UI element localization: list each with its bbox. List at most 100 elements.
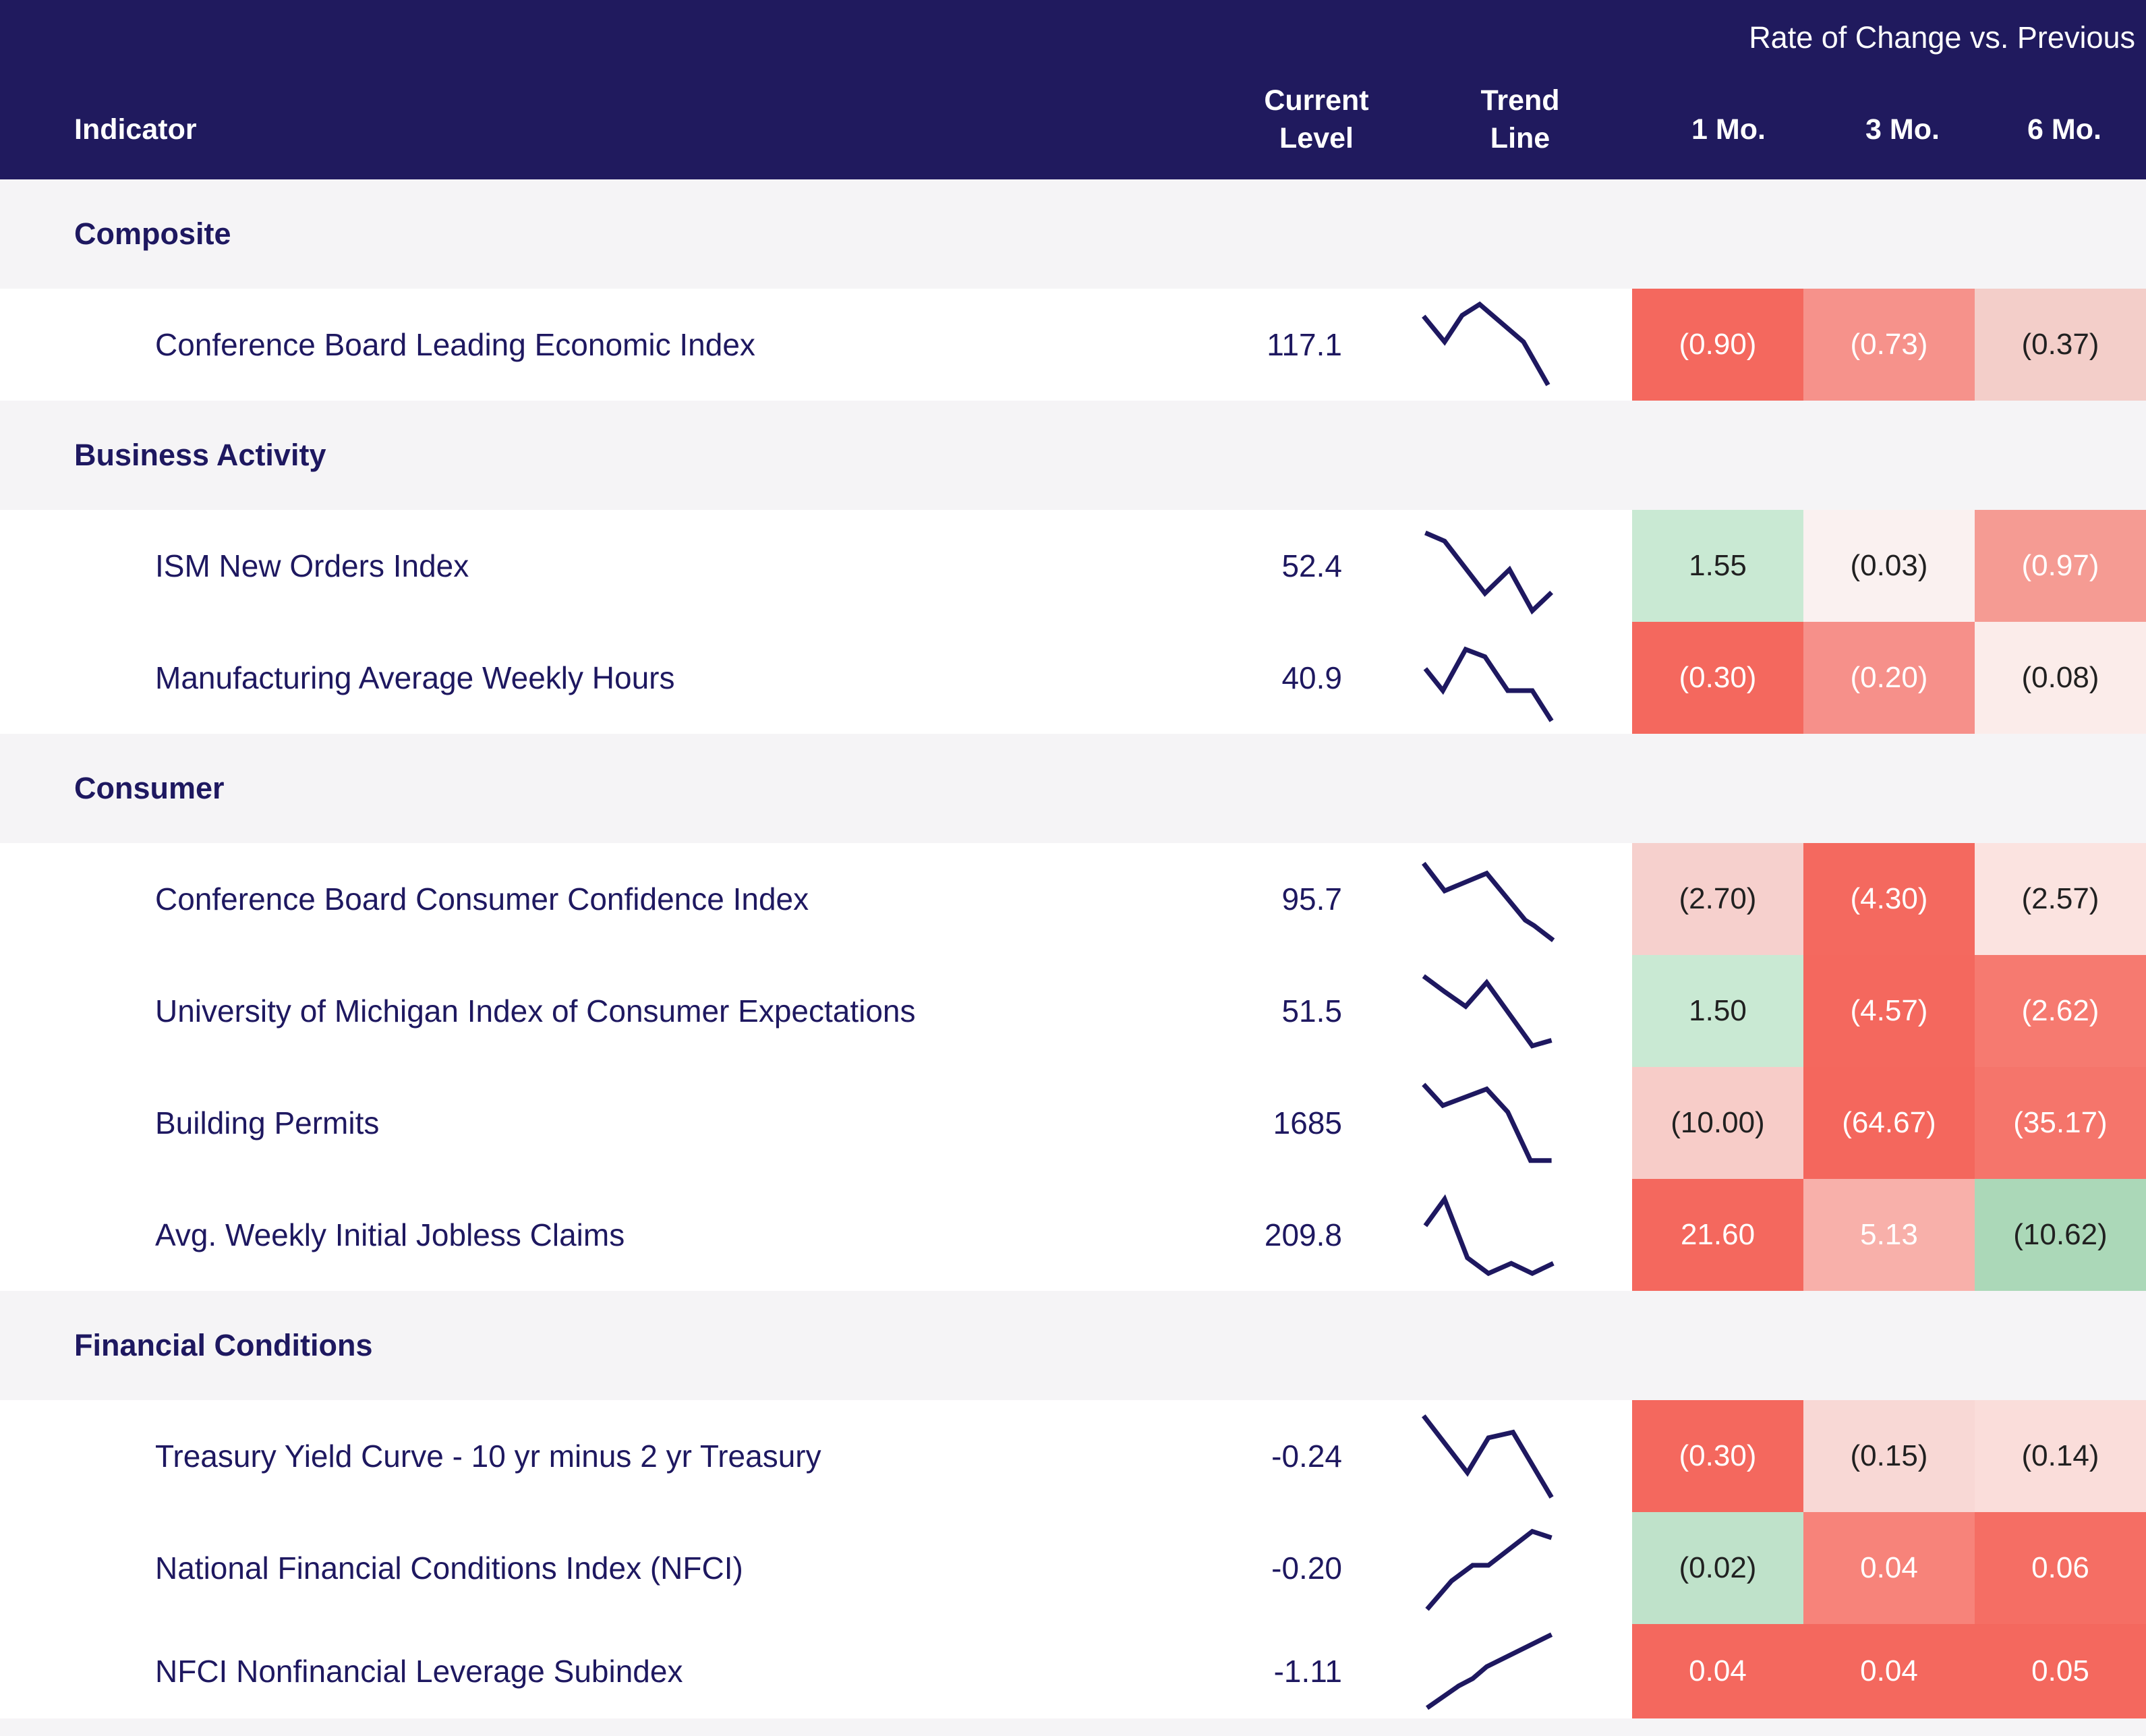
indicator-label: Conference Board Consumer Confidence Ind… [155,881,809,917]
trend-sparkline [1423,646,1554,722]
trend-line-cell [1342,289,1632,401]
indicator-label: Conference Board Leading Economic Index [155,327,755,362]
change-cell-3mo: (0.20) [1803,622,1975,734]
trend-line-cell [1342,1067,1632,1179]
trend-sparkline-path [1423,646,1554,722]
trend-line-cell [1342,955,1632,1067]
section-label: Financial Conditions [74,1328,373,1362]
indicator-label: ISM New Orders Index [155,548,469,583]
indicator-row: University of Michigan Index of Consumer… [0,955,2146,1067]
indicator-row: National Financial Conditions Index (NFC… [0,1512,2146,1624]
trend-sparkline [1422,1414,1554,1499]
section-label: Consumer [74,771,225,805]
column-header-1mo: 1 Mo. [1691,113,1766,146]
trend-sparkline [1422,974,1553,1049]
current-level-value: 95.7 [1281,881,1342,917]
change-cell-6mo: (2.62) [1975,955,2146,1067]
current-level-value: 1685 [1273,1105,1342,1140]
current-level-value: 52.4 [1281,548,1342,583]
change-cell-1mo: (10.00) [1632,1067,1803,1179]
change-cell-6mo: (35.17) [1975,1067,2146,1179]
change-cell-3mo: (4.57) [1803,955,1975,1067]
change-cell-6mo: (0.14) [1975,1400,2146,1512]
trend-sparkline [1422,301,1550,386]
change-cell-3mo: (0.15) [1803,1400,1975,1512]
trend-sparkline-path [1422,1082,1552,1163]
current-level-value: 209.8 [1264,1217,1342,1252]
trend-line-cell [1342,1179,1632,1291]
indicator-label: Avg. Weekly Initial Jobless Claims [155,1217,625,1252]
indicator-label: University of Michigan Index of Consumer… [155,993,916,1029]
change-cell-1mo: (2.70) [1632,843,1803,955]
indicator-row: Conference Board Consumer Confidence Ind… [0,843,2146,955]
indicator-label: Building Permits [155,1105,380,1140]
change-cell-1mo: 0.04 [1632,1624,1803,1718]
table-body: Composite Conference Board Leading Econom… [0,179,2146,1718]
change-cell-6mo: (0.37) [1975,289,2146,401]
bottom-strip [0,1718,2146,1736]
trend-line-cell [1342,1512,1632,1624]
trend-line-cell [1342,1400,1632,1512]
change-cell-1mo: (0.30) [1632,1400,1803,1512]
section-row: Composite [0,179,2146,289]
trend-sparkline-path [1425,1632,1553,1710]
indicator-row: Manufacturing Average Weekly Hours 40.9 (0… [0,622,2146,734]
current-level-value: 51.5 [1281,993,1342,1029]
current-level-value: 117.1 [1267,327,1342,362]
indicator-label: Manufacturing Average Weekly Hours [155,660,675,695]
table-header: Rate of Change vs. Previous Indicator Cu… [0,0,2146,179]
trend-line-cell [1342,622,1632,734]
trend-sparkline [1422,861,1555,942]
change-cell-3mo: (4.30) [1803,843,1975,955]
change-cell-1mo: 1.55 [1632,510,1803,622]
column-header-current-level: Current Level [1264,84,1369,154]
change-cell-1mo: (0.30) [1632,622,1803,734]
indicator-label: Treasury Yield Curve - 10 yr minus 2 yr … [155,1439,821,1474]
trend-sparkline [1423,1194,1555,1277]
trend-line-cell [1342,843,1632,955]
change-cell-6mo: 0.05 [1975,1624,2146,1718]
section-row: Consumer [0,734,2146,843]
current-level-value: -0.24 [1271,1439,1342,1474]
change-cell-1mo: 1.50 [1632,955,1803,1067]
section-row: Business Activity [0,401,2146,510]
rate-of-change-group-label: Rate of Change vs. Previous [1749,20,2135,55]
current-level-value: -0.20 [1271,1551,1342,1586]
change-cell-1mo: (0.02) [1632,1512,1803,1624]
change-cell-6mo: (10.62) [1975,1179,2146,1291]
trend-sparkline-path [1422,974,1553,1049]
indicator-label: NFCI Nonfinancial Leverage Subindex [155,1654,683,1689]
change-cell-1mo: 21.60 [1632,1179,1803,1291]
change-cell-3mo: 5.13 [1803,1179,1975,1291]
change-cell-6mo: 0.06 [1975,1512,2146,1624]
trend-sparkline-path [1422,861,1555,942]
column-header-3mo: 3 Mo. [1865,113,1940,146]
trend-sparkline-path [1423,1194,1555,1277]
change-cell-3mo: 0.04 [1803,1512,1975,1624]
indicator-label: National Financial Conditions Index (NFC… [155,1551,743,1586]
column-header-indicator: Indicator [74,113,197,146]
trend-sparkline-path [1422,301,1550,386]
current-level-value: 40.9 [1281,660,1342,695]
column-header-trend-line: Trend Line [1480,84,1560,154]
trend-sparkline [1425,1528,1553,1611]
section-label: Business Activity [74,438,326,472]
trend-sparkline-path [1425,1528,1553,1611]
indicator-row: Conference Board Leading Economic Index 1… [0,289,2146,401]
indicator-row: Building Permits 1685 (10.00) (64.67) (35.17… [0,1067,2146,1179]
indicator-row: Treasury Yield Curve - 10 yr minus 2 yr … [0,1400,2146,1512]
trend-sparkline-path [1422,1414,1554,1499]
change-cell-3mo: (0.03) [1803,510,1975,622]
change-cell-3mo: (0.73) [1803,289,1975,401]
indicator-row: NFCI Nonfinancial Leverage Subindex -1.11… [0,1624,2146,1718]
trend-sparkline [1424,530,1554,615]
change-cell-6mo: (0.08) [1975,622,2146,734]
trend-line-cell [1342,510,1632,622]
change-cell-1mo: (0.90) [1632,289,1803,401]
trend-sparkline-path [1424,530,1554,615]
indicator-row: Avg. Weekly Initial Jobless Claims 209.8 2… [0,1179,2146,1291]
change-cell-6mo: (0.97) [1975,510,2146,622]
change-cell-6mo: (2.57) [1975,843,2146,955]
trend-sparkline [1425,1632,1553,1710]
